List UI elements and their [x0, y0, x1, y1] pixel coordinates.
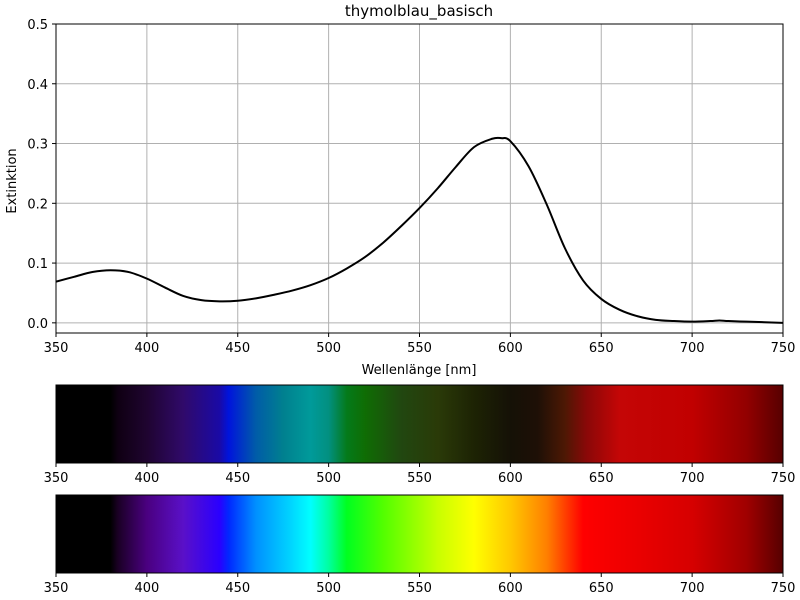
- x-tick-label: 750: [771, 581, 796, 596]
- observed-spectrum-strip: 350 400 450 500 550 600 650 700 750: [44, 384, 796, 486]
- x-tick-label: 400: [134, 581, 159, 596]
- y-tick-label: 0.1: [27, 257, 48, 272]
- x-tick-label: 750: [771, 341, 796, 356]
- observed-spectrum-bar: [55, 384, 784, 464]
- x-tick-label: 500: [316, 341, 341, 356]
- x-tick-label: 550: [407, 581, 432, 596]
- x-tick-label: 550: [407, 471, 432, 486]
- x-tick-label: 700: [680, 341, 705, 356]
- x-tick-label: 350: [44, 581, 69, 596]
- x-tick-label: 450: [225, 471, 250, 486]
- x-tick-label: 400: [134, 471, 159, 486]
- x-tick-label: 600: [498, 471, 523, 486]
- y-axis-label: Extinktion: [5, 148, 20, 213]
- x-tick-label: 650: [589, 471, 614, 486]
- observed-strip-axis: 350 400 450 500 550 600 650 700 750: [44, 463, 796, 486]
- visible-spectrum-strip: 350 400 450 500 550 600 650 700 750: [44, 494, 796, 596]
- x-tick-label: 500: [316, 581, 341, 596]
- x-tick-label: 550: [407, 341, 432, 356]
- x-tick-label: 350: [44, 341, 69, 356]
- x-tick-label: 400: [134, 341, 159, 356]
- y-tick-label: 0.2: [27, 197, 48, 212]
- grid: [55, 23, 784, 333]
- x-tick-label: 450: [225, 581, 250, 596]
- y-tick-label: 0.5: [27, 18, 48, 33]
- chart-title: thymolblau_basisch: [345, 2, 493, 21]
- series-line-extinktion: [56, 136, 783, 324]
- x-tick-label: 750: [771, 471, 796, 486]
- x-tick-label: 350: [44, 471, 69, 486]
- visible-strip-axis: 350 400 450 500 550 600 650 700 750: [44, 573, 796, 596]
- absorbance-chart: thymolblau_basisch 350 400 450 500 550 600 650…: [5, 2, 795, 378]
- x-tick-label: 600: [498, 581, 523, 596]
- x-tick-label: 450: [225, 341, 250, 356]
- y-tick-label: 0.3: [27, 138, 48, 153]
- x-tick-label: 650: [589, 341, 614, 356]
- visible-spectrum-bar: [55, 494, 784, 574]
- y-tick-label: 0.0: [27, 317, 48, 332]
- x-tick-label: 650: [589, 581, 614, 596]
- x-axis: 350 400 450 500 550 600 650 700 750: [44, 333, 796, 356]
- x-tick-label: 700: [680, 471, 705, 486]
- x-tick-label: 600: [498, 341, 523, 356]
- x-axis-label: Wellenlänge [nm]: [362, 363, 477, 378]
- y-tick-label: 0.4: [27, 78, 48, 93]
- x-tick-label: 500: [316, 471, 341, 486]
- y-axis: 0.0 0.1 0.2 0.3 0.4 0.5: [27, 18, 56, 332]
- x-tick-label: 700: [680, 581, 705, 596]
